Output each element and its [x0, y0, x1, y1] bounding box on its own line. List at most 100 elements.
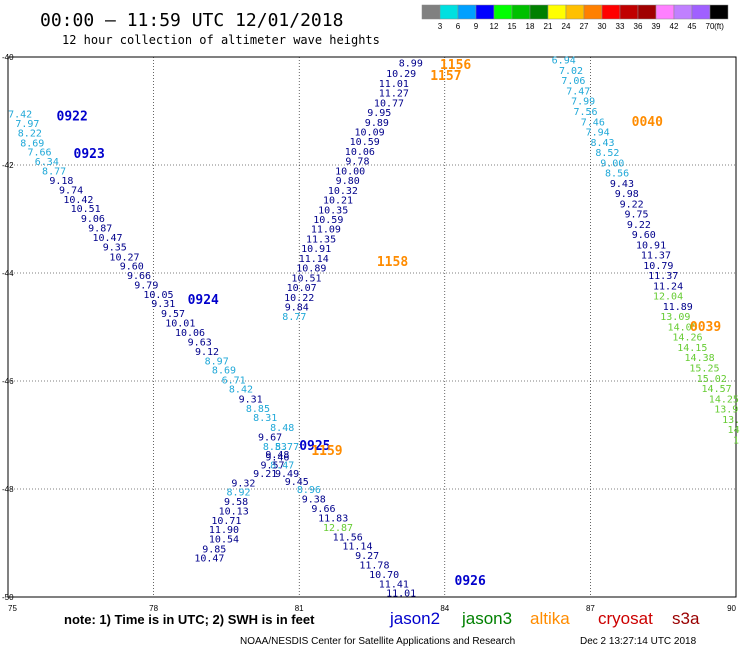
x-tick-label: 81: [295, 604, 304, 613]
color-swatch: [565, 4, 585, 20]
swh-value-label: 10.54: [209, 535, 239, 546]
swh-value-label: 10.91: [301, 244, 331, 255]
satellite-legend: jason2 jason3 altika cryosat s3a: [389, 609, 700, 628]
color-scale-label: (ft): [714, 22, 724, 31]
swh-value-label: 10.47: [194, 554, 224, 565]
swh-value-label: 10.70: [369, 570, 399, 581]
swh-value-label: 9.67: [258, 433, 282, 444]
swh-value-label: 9.46: [265, 453, 289, 464]
color-swatch: [475, 4, 495, 20]
color-scale-label: 30: [598, 22, 607, 31]
color-swatch: [709, 4, 729, 20]
swh-value-label: 9.89: [365, 118, 389, 129]
swh-value-label: 10.05: [143, 290, 173, 301]
swh-value-label: 9.79: [134, 280, 158, 291]
swh-value-label: 10.51: [71, 204, 101, 215]
chart-title: 00:00 — 11:59 UTC 12/01/2018: [40, 10, 343, 31]
color-scale-label: 45: [688, 22, 697, 31]
swh-value-label: 8.53: [263, 442, 287, 453]
legend-entry-cryosat: cryosat: [598, 609, 653, 628]
swh-value-label: 10.27: [109, 252, 139, 263]
swh-value-label: 9.78: [345, 157, 369, 168]
swh-value-label: 10.06: [175, 328, 205, 339]
swh-value-label: 9.95: [367, 108, 391, 119]
timestamp-text: Dec 2 13:27:14 UTC 2018: [580, 636, 697, 647]
swh-value-label: 11.78: [359, 561, 389, 572]
swh-value-label: 9.58: [224, 497, 248, 508]
x-tick-label: 84: [440, 604, 449, 613]
swh-value-label: 10.21: [323, 196, 353, 207]
swh-value-label: 8.48: [270, 423, 294, 434]
swh-value-label: 11.37: [648, 271, 678, 282]
swh-value-label: 10.01: [165, 319, 195, 330]
swh-value-label: 10.71: [211, 516, 241, 527]
swh-value-label: 8.92: [226, 488, 250, 499]
color-swatch: [529, 4, 549, 20]
pass-time-label: 1158: [377, 255, 408, 270]
color-scale-label: 70: [706, 22, 715, 31]
color-swatch: [691, 4, 711, 20]
swh-value-label: 9.74: [59, 185, 83, 196]
y-tick-label: -48: [2, 485, 14, 494]
pass-time-label: 0923: [74, 147, 105, 162]
chart-subtitle: 12 hour collection of altimeter wave hei…: [62, 33, 380, 47]
color-scale-label: 39: [652, 22, 661, 31]
swh-value-label: 8.99: [399, 58, 423, 69]
swh-value-label: 10.09: [355, 128, 385, 139]
color-swatch: [655, 4, 675, 20]
swh-value-label: 6.94: [552, 56, 576, 67]
footnote: note: 1) Time is in UTC; 2) SWH is in fe…: [64, 612, 315, 627]
swh-value-label: 7.66: [27, 148, 51, 159]
swh-value-label: 9.21: [253, 469, 277, 480]
y-tick-label: -46: [2, 377, 14, 386]
swh-value-label: 7.06: [561, 76, 585, 87]
color-scale-label: 36: [634, 22, 643, 31]
swh-value-label: 11.89: [663, 302, 693, 313]
color-scale-legend: 3 6 9 12 15 18 21 24 27 30 33 36 39 42 45 70 (ft): [421, 4, 729, 31]
swh-value-label: 9.60: [632, 230, 656, 241]
pass-time-label: 0924: [188, 293, 219, 308]
swh-value-label: 7.56: [573, 107, 597, 118]
swh-value-label: 10.06: [345, 147, 375, 158]
color-scale-label: 12: [490, 22, 499, 31]
swh-value-label: 10.59: [313, 215, 343, 226]
color-swatch: [637, 4, 657, 20]
color-swatch: [421, 4, 441, 20]
color-scale-label: 6: [456, 22, 461, 31]
color-scale-label: 15: [508, 22, 517, 31]
swh-value-label: 9.45: [285, 477, 309, 488]
swh-value-label: 1: [733, 435, 739, 446]
swh-value-label: 8.22: [18, 129, 42, 140]
swh-value-label: 9.60: [120, 261, 144, 272]
swh-value-label: 6.71: [222, 375, 246, 386]
swh-value-label: 10.07: [287, 283, 317, 294]
swh-value-label: 9.63: [188, 338, 212, 349]
x-tick-label: 75: [8, 604, 17, 613]
swh-value-label: 8.77: [275, 442, 299, 453]
swh-value-label: 11.14: [299, 254, 329, 265]
swh-value-label: 12.87: [323, 523, 353, 534]
pass-time-label: 0926: [455, 574, 486, 589]
swh-value-label: 11.27: [379, 89, 409, 100]
swh-value-label: 9.66: [311, 504, 335, 515]
swh-value-label: 9.38: [302, 495, 326, 506]
swh-value-label: 13.09: [660, 312, 690, 323]
y-tick-label: -50: [2, 593, 14, 602]
swh-value-label: 9.32: [231, 479, 255, 490]
swh-value-label: 11.56: [333, 533, 363, 544]
swh-value-label: 11.90: [209, 525, 239, 536]
y-tick-label: -42: [2, 161, 14, 170]
swh-value-label: 13.9: [714, 405, 738, 416]
swh-value-label: 9.75: [624, 210, 648, 221]
swh-value-label: 8.97: [205, 356, 229, 367]
color-swatch: [547, 4, 567, 20]
credit-text: NOAA/NESDIS Center for Satellite Applica…: [240, 636, 515, 647]
pass-time-label: 0039: [690, 320, 721, 335]
swh-value-label: 10.59: [350, 137, 380, 148]
swh-value-label: 8.77: [42, 166, 66, 177]
legend-entry-jason3: jason3: [461, 609, 512, 628]
swh-value-label: 14: [728, 425, 740, 436]
plot-frame: [7, 56, 737, 598]
